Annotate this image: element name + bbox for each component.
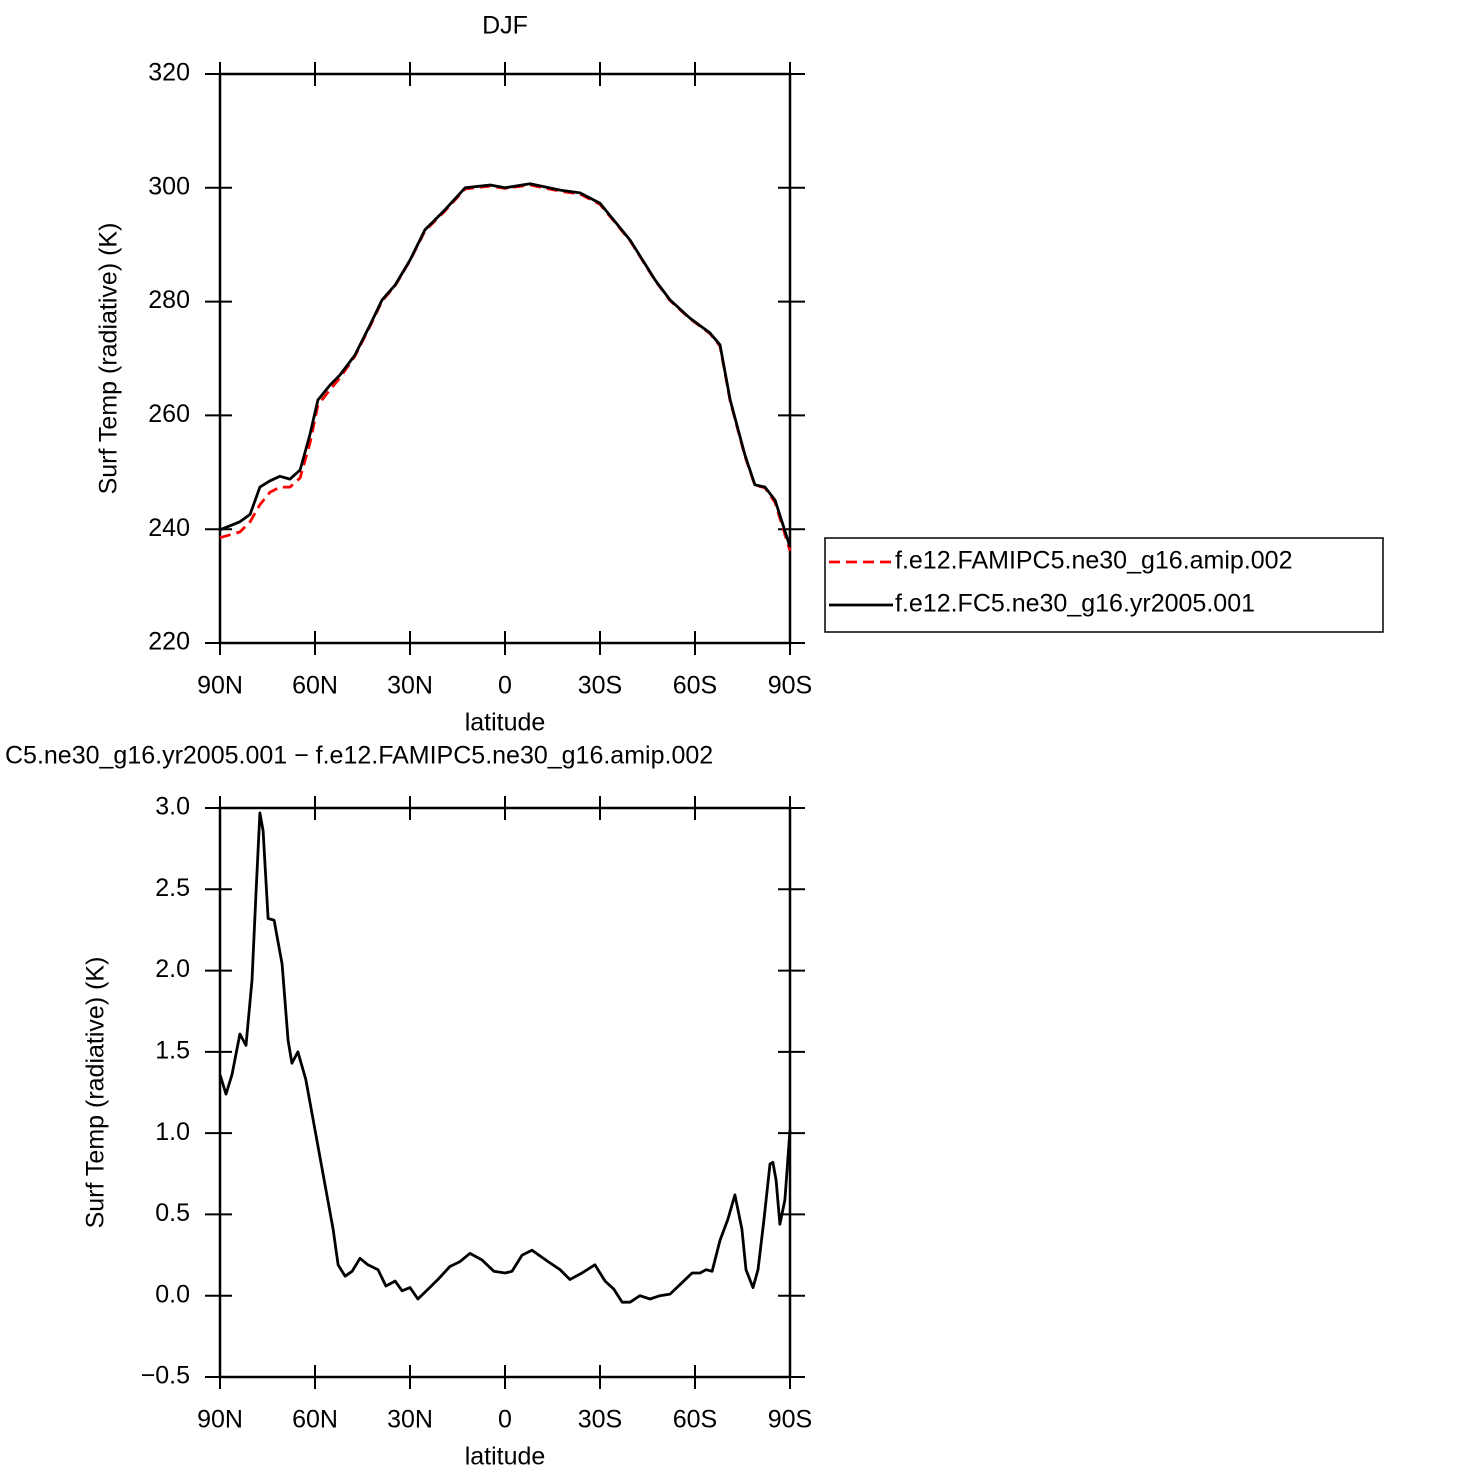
x-tick-label: 60S xyxy=(673,672,717,700)
y-tick-label: 1.0 xyxy=(155,1118,190,1146)
x-tick-label: 90N xyxy=(197,1406,243,1434)
y-axis-label: Surf Temp (radiative) (K) xyxy=(95,223,123,495)
y-tick-label: 2.5 xyxy=(155,874,190,902)
x-tick-label: 30N xyxy=(387,1406,433,1434)
y-tick-label: 260 xyxy=(148,400,190,428)
x-tick-label: 0 xyxy=(498,672,512,700)
x-axis-label: latitude xyxy=(465,1443,546,1471)
data-line xyxy=(219,182,792,548)
chart-title: DJF xyxy=(482,12,528,40)
y-tick-label: 300 xyxy=(148,172,190,200)
x-axis-label: latitude xyxy=(465,709,546,737)
plot-frame xyxy=(218,72,792,645)
x-tick-label: 30S xyxy=(578,1406,622,1434)
y-tick-label: 2.0 xyxy=(155,955,190,983)
y-tick-label: −0.5 xyxy=(141,1362,190,1390)
x-tick-label: 90S xyxy=(768,1406,812,1434)
x-tick-label: 30S xyxy=(578,672,622,700)
x-tick-label: 60N xyxy=(292,672,338,700)
x-tick-label: 60S xyxy=(673,1406,717,1434)
y-tick-label: 320 xyxy=(148,59,190,87)
y-tick-label: 280 xyxy=(148,286,190,314)
x-tick-label: 30N xyxy=(387,672,433,700)
legend-box xyxy=(824,537,1384,633)
y-tick-label: 1.5 xyxy=(155,1036,190,1064)
chart-title: C5.ne30_g16.yr2005.001 − f.e12.FAMIPC5.n… xyxy=(5,742,713,770)
y-tick-label: 0.5 xyxy=(155,1199,190,1227)
x-tick-label: 90N xyxy=(197,672,243,700)
x-tick-label: 0 xyxy=(498,1406,512,1434)
x-tick-label: 90S xyxy=(768,672,812,700)
plot-frame xyxy=(218,806,792,1379)
x-tick-label: 60N xyxy=(292,1406,338,1434)
legend-label: f.e12.FAMIPC5.ne30_g16.amip.002 xyxy=(895,547,1293,575)
y-tick-label: 240 xyxy=(148,514,190,542)
y-tick-label: 3.0 xyxy=(155,793,190,821)
y-tick-label: 220 xyxy=(148,628,190,656)
legend-label: f.e12.FC5.ne30_g16.yr2005.001 xyxy=(895,590,1255,618)
y-tick-label: 0.0 xyxy=(155,1280,190,1308)
y-axis-label: Surf Temp (radiative) (K) xyxy=(82,957,110,1229)
data-line xyxy=(218,811,792,1304)
data-line xyxy=(219,183,792,552)
